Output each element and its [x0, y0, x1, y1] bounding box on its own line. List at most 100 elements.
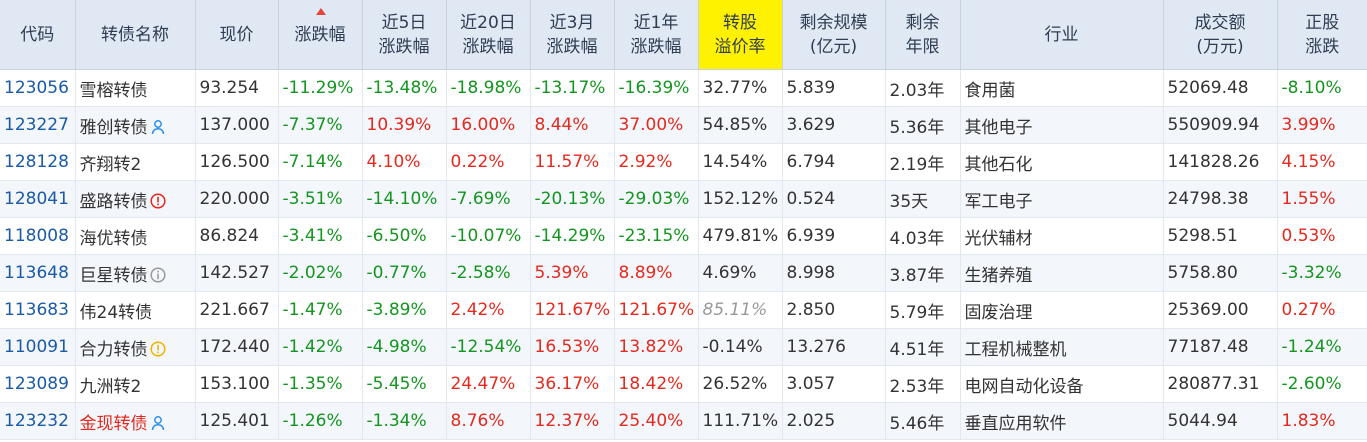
cell-code[interactable]: 113683 [0, 291, 76, 329]
column-header-code[interactable]: 代码 [0, 0, 76, 70]
column-header-name[interactable]: 转债名称 [75, 0, 196, 70]
bond-name[interactable]: 金现转债 [79, 413, 148, 434]
table-row[interactable]: 110091 合力转债 172.440 -1.42% -4.98% -12.54% 16.5… [0, 328, 1367, 366]
cell-chg: -1.42% [278, 328, 363, 366]
bond-name[interactable]: 盛路转债 [79, 191, 148, 212]
cell-price: 86.824 [195, 217, 279, 255]
info-yellow-icon[interactable] [149, 340, 166, 357]
cell-chg: -2.02% [278, 254, 363, 292]
bond-name[interactable]: 伟24转债 [79, 302, 153, 323]
column-header-stock_chg[interactable]: 正股 涨跌 [1277, 0, 1367, 70]
table-row[interactable]: 123056 雪榕转债 93.254 -11.29% -13.48% -18.98% -13… [0, 69, 1367, 107]
cell-stock_chg: -3.32% [1277, 254, 1367, 292]
table-row[interactable]: 123227 雅创转债 137.000 -7.37% 10.39% 16.00% 8.44%… [0, 106, 1367, 144]
cell-years: 3.87年 [885, 254, 961, 292]
table-row[interactable]: 123232 金现转债 125.401 -1.26% -1.34% 8.76% 12.37%… [0, 402, 1367, 440]
cell-price: 142.527 [195, 254, 279, 292]
cell-industry: 光伏辅材 [960, 217, 1164, 255]
cell-premium: 54.85% [698, 106, 783, 144]
column-header-scale[interactable]: 剩余规模 (亿元) [782, 0, 886, 70]
cell-price: 172.440 [195, 328, 279, 366]
cell-industry: 军工电子 [960, 180, 1164, 218]
cell-name[interactable]: 雪榕转债 [75, 69, 196, 107]
table-row[interactable]: 128041 盛路转债 220.000 -3.51% -14.10% -7.69% -20.… [0, 180, 1367, 218]
cell-chg20d: -10.07% [446, 217, 531, 255]
cell-code[interactable]: 128128 [0, 143, 76, 181]
cell-chg: -7.14% [278, 143, 363, 181]
cell-code[interactable]: 123232 [0, 402, 76, 440]
cell-price: 221.667 [195, 291, 279, 329]
cell-name[interactable]: 齐翔转2 [75, 143, 196, 181]
cell-stock_chg: -2.60% [1277, 365, 1367, 403]
cell-chg1y: 13.82% [614, 328, 699, 366]
cell-premium: 111.71% [698, 402, 783, 440]
bond-name[interactable]: 齐翔转2 [79, 154, 142, 175]
table-row[interactable]: 113648 巨星转债 142.527 -2.02% -0.77% -2.58% 5.39%… [0, 254, 1367, 292]
person-icon[interactable] [150, 415, 166, 431]
column-header-industry[interactable]: 行业 [960, 0, 1164, 70]
cell-name[interactable]: 海优转债 [75, 217, 196, 255]
header-sublabel: 涨跌幅 [462, 36, 514, 57]
bond-name[interactable]: 巨星转债 [79, 265, 148, 286]
cell-code[interactable]: 113648 [0, 254, 76, 292]
cell-chg20d: 24.47% [446, 365, 531, 403]
table-row[interactable]: 118008 海优转债 86.824 -3.41% -6.50% -10.07% -14.2… [0, 217, 1367, 255]
cell-chg1y: -29.03% [614, 180, 699, 218]
column-header-price[interactable]: 现价 [195, 0, 279, 70]
column-header-premium[interactable]: 转股 溢价率 [698, 0, 783, 70]
column-header-years[interactable]: 剩余 年限 [885, 0, 961, 70]
column-header-chg1y[interactable]: 近1年 涨跌幅 [614, 0, 699, 70]
cell-code[interactable]: 123089 [0, 365, 76, 403]
cell-code[interactable]: 118008 [0, 217, 76, 255]
column-header-chg3m[interactable]: 近3月 涨跌幅 [530, 0, 615, 70]
cell-name[interactable]: 伟24转债 [75, 291, 196, 329]
info-gray-icon[interactable] [149, 266, 166, 283]
cell-years: 35天 [885, 180, 961, 218]
cell-chg20d: -7.69% [446, 180, 531, 218]
cell-name[interactable]: 盛路转债 [75, 180, 196, 218]
cell-chg1y: 25.40% [614, 402, 699, 440]
cell-name[interactable]: 金现转债 [75, 402, 196, 440]
bond-name[interactable]: 海优转债 [79, 228, 148, 249]
cell-chg: -3.51% [278, 180, 363, 218]
column-header-turnover[interactable]: 成交额 (万元) [1163, 0, 1278, 70]
header-sublabel: 涨跌幅 [630, 36, 682, 57]
cell-industry: 电网自动化设备 [960, 365, 1164, 403]
cell-scale: 2.850 [782, 291, 886, 329]
header-sublabel: 涨跌 [1305, 36, 1340, 57]
bond-name[interactable]: 雪榕转债 [79, 80, 148, 101]
cell-code[interactable]: 123227 [0, 106, 76, 144]
bond-name[interactable]: 雅创转债 [79, 117, 148, 138]
cell-turnover: 52069.48 [1163, 69, 1278, 107]
alert-red-icon[interactable] [149, 192, 166, 209]
cell-scale: 6.939 [782, 217, 886, 255]
column-header-chg5d[interactable]: 近5日 涨跌幅 [362, 0, 447, 70]
cell-years: 5.36年 [885, 106, 961, 144]
person-icon[interactable] [150, 119, 166, 135]
cell-industry: 生猪养殖 [960, 254, 1164, 292]
bond-name[interactable]: 合力转债 [79, 339, 148, 360]
cell-years: 2.19年 [885, 143, 961, 181]
cell-code[interactable]: 128041 [0, 180, 76, 218]
header-label: 近5日 [381, 12, 427, 33]
column-header-chg[interactable]: 涨跌幅 [278, 0, 363, 70]
cell-name[interactable]: 合力转债 [75, 328, 196, 366]
bond-name[interactable]: 九洲转2 [79, 376, 142, 397]
column-header-chg20d[interactable]: 近20日 涨跌幅 [446, 0, 531, 70]
cell-code[interactable]: 123056 [0, 69, 76, 107]
cell-price: 153.100 [195, 365, 279, 403]
cell-chg3m: 36.17% [530, 365, 615, 403]
cell-name[interactable]: 九洲转2 [75, 365, 196, 403]
cell-chg20d: 8.76% [446, 402, 531, 440]
cell-name[interactable]: 雅创转债 [75, 106, 196, 144]
table-body: 123056 雪榕转债 93.254 -11.29% -13.48% -18.98% -13… [0, 69, 1367, 440]
cell-stock_chg: -1.24% [1277, 328, 1367, 366]
cell-name[interactable]: 巨星转债 [75, 254, 196, 292]
cell-chg3m: -14.29% [530, 217, 615, 255]
cell-turnover: 550909.94 [1163, 106, 1278, 144]
table-row[interactable]: 123089 九洲转2 153.100 -1.35% -5.45% 24.47% 36.17… [0, 365, 1367, 403]
header-sublabel: 涨跌幅 [546, 36, 598, 57]
table-row[interactable]: 128128 齐翔转2 126.500 -7.14% 4.10% 0.22% 11.57% 2… [0, 143, 1367, 181]
cell-code[interactable]: 110091 [0, 328, 76, 366]
table-row[interactable]: 113683 伟24转债 221.667 -1.47% -3.89% 2.42% 121.6… [0, 291, 1367, 329]
